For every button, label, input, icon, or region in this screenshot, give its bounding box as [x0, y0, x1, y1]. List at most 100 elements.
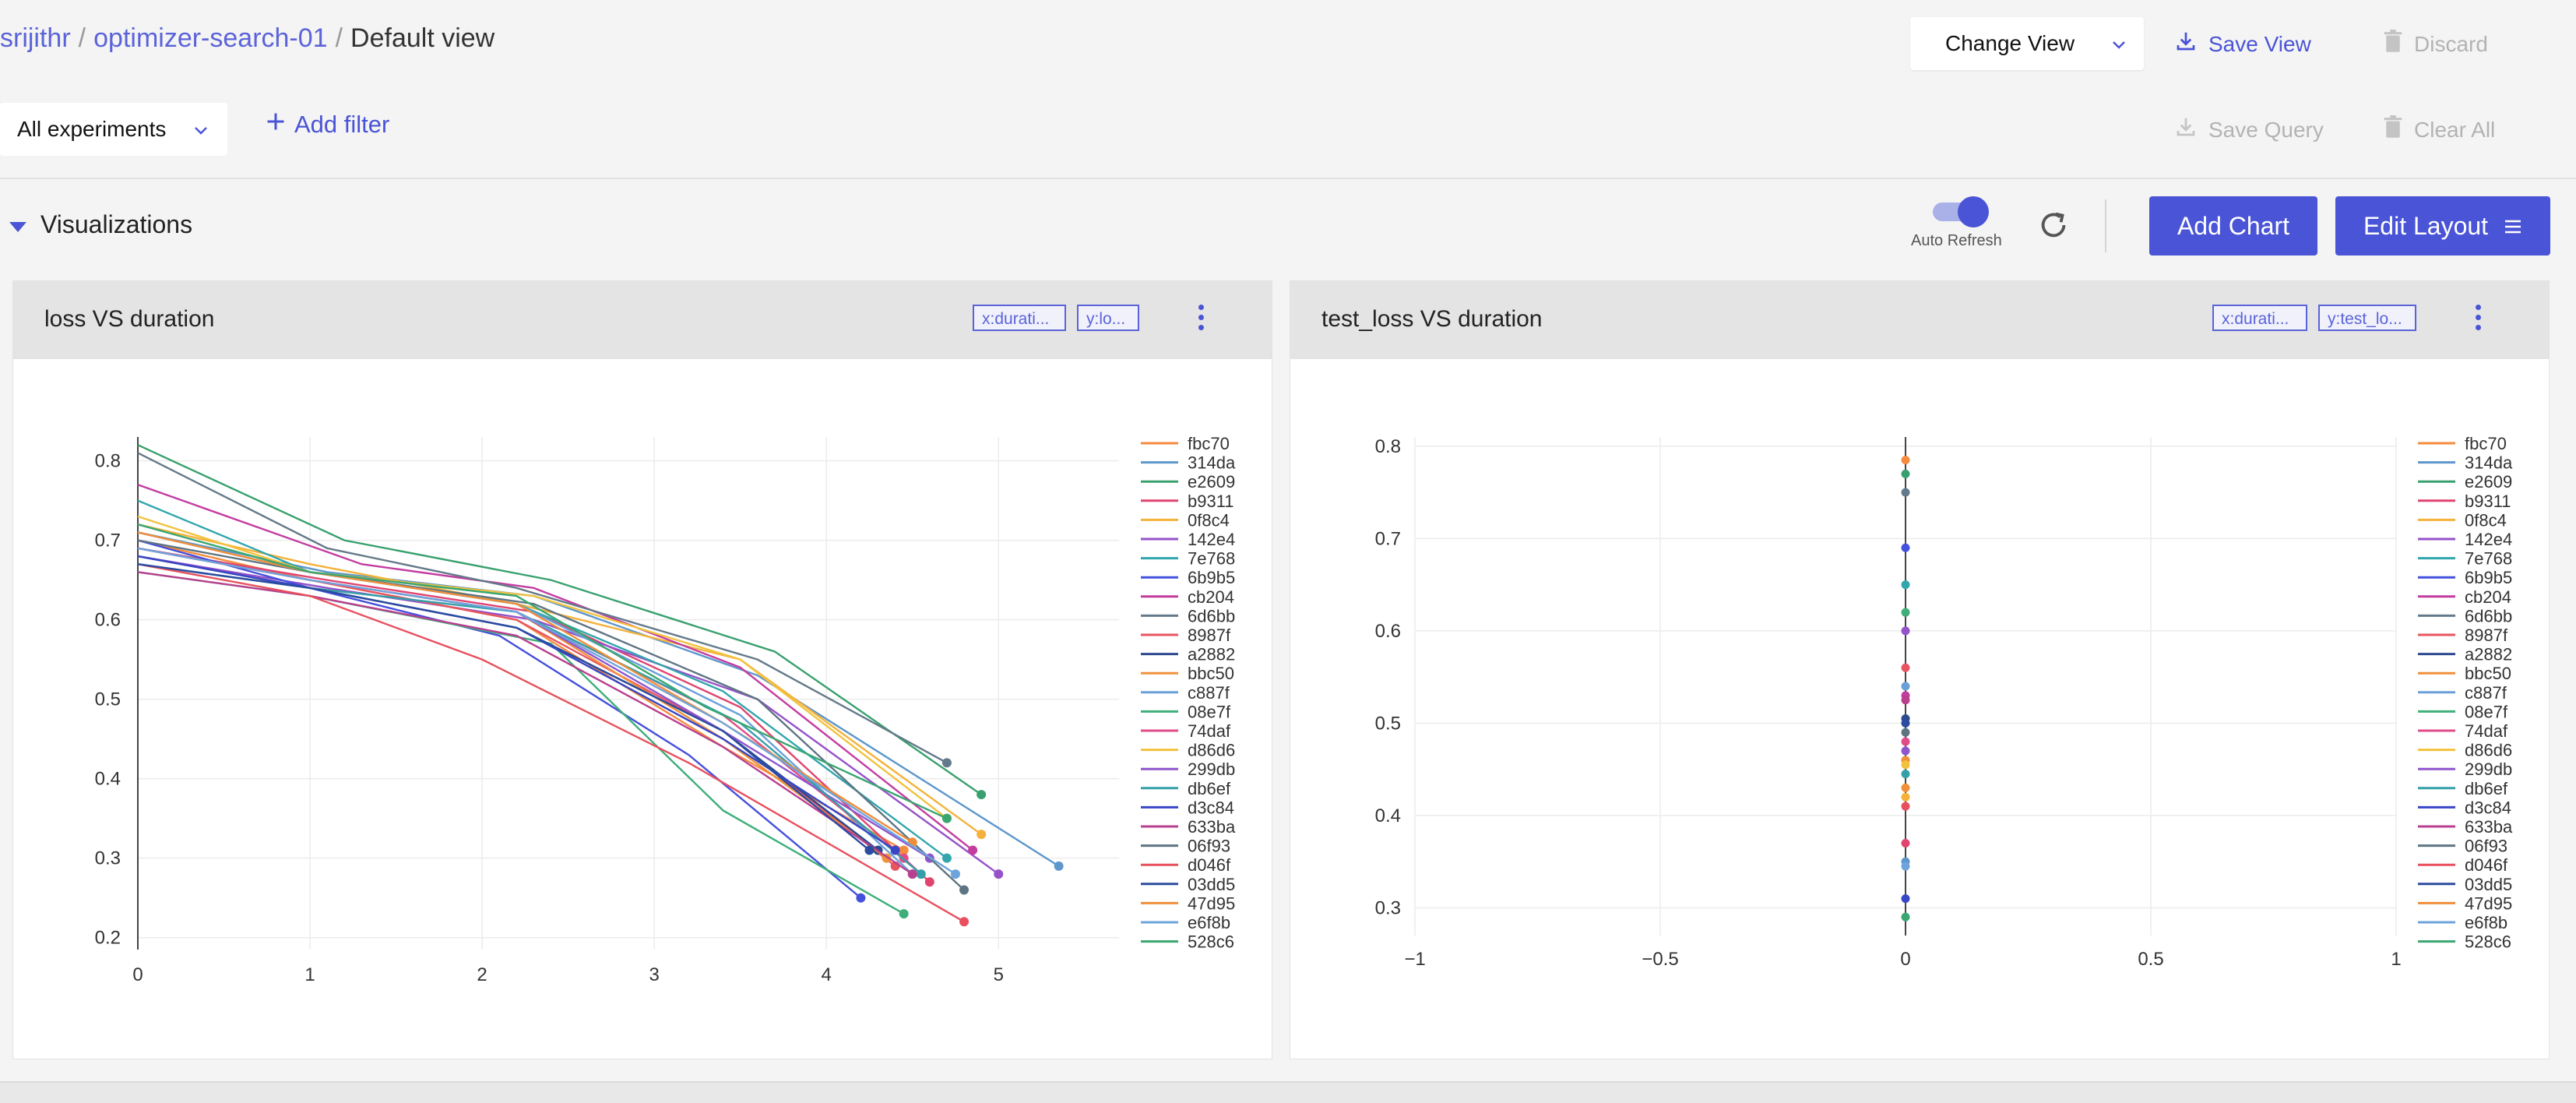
plus-icon — [265, 111, 287, 139]
breadcrumb-separator: / — [78, 23, 86, 53]
experiments-select[interactable]: All experiments — [0, 103, 227, 156]
y-axis-chip[interactable]: y:test_lo... — [2318, 305, 2416, 331]
scatter-point-d046f — [1901, 802, 1910, 811]
breadcrumb: srijithr / optimizer-search-01/Default vie… — [0, 23, 494, 54]
scatter-point-6b9b5 — [1901, 543, 1910, 552]
legend-entry: fbc70 — [2465, 434, 2507, 453]
save-query-button[interactable]: Save Query — [2174, 115, 2324, 144]
y-tick-label: 0.6 — [95, 610, 121, 631]
legend-entry: 8987f — [1188, 626, 1231, 645]
visualizations-title: Visualizations — [40, 210, 193, 238]
legend-entry: b9311 — [1188, 492, 1234, 511]
legend-entry: d86d6 — [1188, 741, 1235, 760]
legend-entry: 0f8c4 — [2465, 510, 2507, 530]
clear-all-button[interactable]: Clear All — [2383, 115, 2495, 144]
series-endpoint-e2609 — [977, 790, 987, 800]
trash-icon — [2383, 30, 2403, 58]
y-tick-label: 0.3 — [95, 848, 121, 869]
add-chart-button[interactable]: Add Chart — [2149, 196, 2317, 255]
legend-entry: d86d6 — [2465, 741, 2512, 760]
y-tick-label: 0.7 — [1375, 528, 1401, 549]
legend-entry: cb204 — [1188, 587, 1234, 607]
legend-entry: a2882 — [1188, 645, 1235, 664]
legend-entry: 633ba — [2465, 817, 2513, 837]
legend-entry: 528c6 — [1188, 932, 1234, 952]
y-tick-label: 0.2 — [95, 928, 121, 949]
add-chart-label: Add Chart — [2177, 211, 2290, 240]
x-axis-chip[interactable]: x:durati... — [973, 305, 1066, 331]
save-view-label: Save View — [2208, 31, 2311, 56]
scatter-point-d3c84 — [1901, 894, 1910, 904]
series-endpoint-fbc70 — [899, 845, 909, 855]
save-view-button[interactable]: Save View — [2174, 30, 2311, 58]
scatter-point-c887f — [1901, 682, 1910, 691]
toggle-knob — [1958, 196, 1989, 227]
auto-refresh-toggle[interactable] — [1933, 196, 1989, 227]
chart-panel-loss-vs-duration: loss VS duration x:durati... y:lo... 0 1 2… — [12, 280, 1272, 1059]
menu-lines-icon — [2504, 212, 2522, 241]
section-divider — [0, 178, 2576, 179]
download-icon — [2174, 30, 2198, 58]
y-tick-label: 0.7 — [95, 530, 121, 552]
edit-layout-button[interactable]: Edit Layout — [2335, 196, 2550, 255]
legend-entry: 314da — [2465, 453, 2513, 473]
legend-entry: e6f8b — [1188, 913, 1230, 932]
clear-all-label: Clear All — [2414, 117, 2496, 142]
series-line-03dd5 — [137, 563, 871, 851]
edit-layout-label: Edit Layout — [2363, 211, 2489, 240]
refresh-icon[interactable] — [2036, 207, 2071, 247]
discard-button[interactable]: Discard — [2383, 30, 2488, 58]
legend-entry: 633ba — [1188, 817, 1236, 837]
legend-entry: c887f — [2465, 683, 2507, 703]
auto-refresh-label: Auto Refresh — [1911, 232, 2002, 249]
x-axis-chip[interactable]: x:durati... — [2212, 305, 2307, 331]
legend-entry: 08e7f — [2465, 702, 2508, 721]
legend-entry: db6ef — [2465, 779, 2508, 798]
x-tick-label: 1 — [304, 964, 315, 985]
scatter-point-b9311 — [1901, 838, 1910, 848]
y-tick-label: 0.5 — [95, 689, 121, 710]
x-tick-label: −0.5 — [1642, 949, 1678, 970]
more-options-icon[interactable] — [1198, 305, 1206, 335]
loss-vs-duration-chart: 0 1 2 3 4 5 0.2 0.3 0.4 0.5 0.6 0.7 0.8 fbc70314dae26… — [95, 434, 1236, 985]
scatter-point-03dd5 — [1901, 718, 1910, 728]
series-endpoint-03dd5 — [864, 845, 875, 855]
series-line-cb204 — [137, 484, 973, 851]
legend-entry: 142e4 — [2465, 530, 2512, 549]
legend-entry: 03dd5 — [2465, 875, 2512, 894]
x-tick-label: 0.5 — [2138, 949, 2163, 970]
add-filter-button[interactable]: Add filter — [265, 111, 389, 139]
series-endpoint-08e7f — [899, 909, 909, 919]
x-tick-label: 2 — [477, 964, 487, 985]
y-axis-chip[interactable]: y:lo... — [1077, 305, 1139, 331]
legend-entry: 06f93 — [2465, 837, 2507, 856]
legend-entry: d046f — [2465, 855, 2508, 875]
breadcrumb-experiment-link[interactable]: optimizer-search-01 — [93, 23, 328, 53]
scatter-point-7e768 — [1901, 580, 1910, 590]
change-view-dropdown[interactable]: Change View — [1910, 17, 2144, 70]
more-options-icon[interactable] — [2476, 305, 2483, 335]
series-endpoint-06f93 — [959, 885, 970, 895]
legend-entry: 47d95 — [2465, 893, 2512, 913]
scatter-point-e2609 — [1901, 469, 1910, 478]
series-endpoint-633ba — [907, 869, 917, 879]
y-tick-label: 0.4 — [1375, 805, 1401, 826]
legend-entry: 142e4 — [1188, 530, 1235, 549]
scatter-point-299db — [1901, 746, 1910, 756]
download-icon — [2174, 115, 2198, 144]
legend-entry: cb204 — [2465, 587, 2511, 607]
series-endpoint-7e768 — [941, 853, 952, 863]
scatter-point-47d95 — [1901, 783, 1910, 792]
series-line-d86d6 — [137, 515, 948, 819]
legend-entry: fbc70 — [1188, 434, 1230, 453]
legend-entry: bbc50 — [1188, 664, 1234, 683]
visualizations-toggle[interactable]: Visualizations — [9, 210, 192, 239]
series-endpoint-528c6 — [941, 813, 952, 823]
y-tick-label: 0.8 — [1375, 436, 1401, 457]
legend-entry: e6f8b — [2465, 913, 2507, 932]
x-tick-label: 3 — [649, 964, 659, 985]
breadcrumb-user-link[interactable]: srijithr — [0, 23, 71, 53]
series-line-d046f — [137, 563, 965, 923]
caret-down-icon — [9, 210, 26, 239]
legend-entry: 528c6 — [2465, 932, 2511, 952]
